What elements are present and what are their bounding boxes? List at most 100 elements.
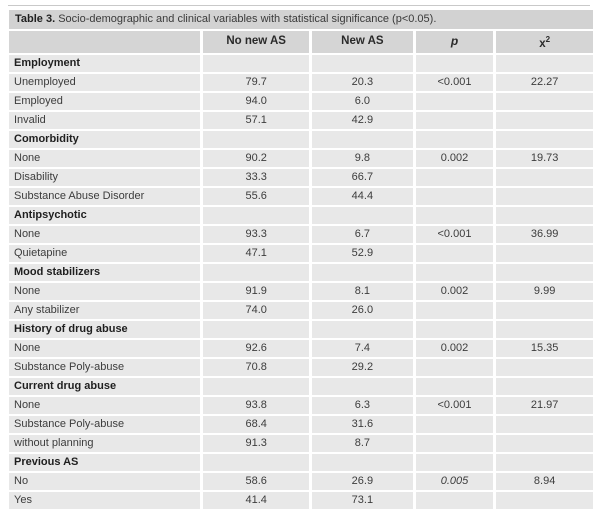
cell-p-value [415,168,494,186]
row-label: Substance Poly-abuse [9,358,201,376]
group-header-empty-cell [312,130,413,148]
cell-new-as: 26.0 [312,301,413,319]
cell-new-as: 44.4 [312,187,413,205]
cell-no-new-as: 68.4 [203,415,310,433]
group-header-empty-cell [415,453,494,471]
group-header-empty-cell [312,206,413,224]
cell-chi-squared: 19.73 [496,149,593,167]
cell-p-value [415,92,494,110]
cell-p-value: <0.001 [415,225,494,243]
cell-chi-squared: 21.97 [496,396,593,414]
group-header-row: Antipsychotic [9,206,593,224]
cell-p-value [415,491,494,509]
cell-no-new-as: 57.1 [203,111,310,129]
cell-chi-squared [496,358,593,376]
cell-chi-squared [496,187,593,205]
cell-chi-squared [496,415,593,433]
table-row: None 93.3 6.7 <0.001 36.99 [9,225,593,243]
cell-chi-squared [496,168,593,186]
group-header-empty-cell [203,320,310,338]
cell-p-value [415,415,494,433]
group-header-empty-cell [496,377,593,395]
table-row: Quietapine 47.1 52.9 [9,244,593,262]
cell-new-as: 8.1 [312,282,413,300]
table-row: None 90.2 9.8 0.002 19.73 [9,149,593,167]
group-header-empty-cell [415,206,494,224]
table-row: None 91.9 8.1 0.002 9.99 [9,282,593,300]
cell-chi-squared [496,301,593,319]
top-rule [8,5,590,6]
cell-new-as: 9.8 [312,149,413,167]
group-header-row: Comorbidity [9,130,593,148]
table-row: Unemployed 79.7 20.3 <0.001 22.27 [9,73,593,91]
row-label: No [9,472,201,490]
row-label: Substance Abuse Disorder [9,187,201,205]
cell-chi-squared: 8.94 [496,472,593,490]
group-header-empty-cell [496,206,593,224]
group-header-empty-cell [415,263,494,281]
row-label: None [9,339,201,357]
table-row: None 93.8 6.3 <0.001 21.97 [9,396,593,414]
cell-p-value [415,187,494,205]
cell-chi-squared: 22.27 [496,73,593,91]
row-label: None [9,282,201,300]
group-header-empty-cell [203,130,310,148]
cell-p-value: <0.001 [415,73,494,91]
row-label: Invalid [9,111,201,129]
group-header-empty-cell [203,263,310,281]
column-header-label [9,31,201,53]
column-header-row: No new AS New AS p x2 [9,31,593,53]
cell-new-as: 6.3 [312,396,413,414]
cell-p-value: 0.005 [415,472,494,490]
cell-no-new-as: 91.9 [203,282,310,300]
column-header-chi-squared: x2 [496,31,593,53]
column-header-p: p [415,31,494,53]
group-header-row: Current drug abuse [9,377,593,395]
cell-no-new-as: 93.8 [203,396,310,414]
group-header-empty-cell [415,54,494,72]
group-header-empty-cell [415,320,494,338]
cell-new-as: 8.7 [312,434,413,452]
cell-new-as: 26.9 [312,472,413,490]
row-label: None [9,396,201,414]
cell-chi-squared [496,111,593,129]
table-title-label: Table 3. [15,13,56,25]
table-row: Yes 41.4 73.1 [9,491,593,509]
cell-chi-squared: 15.35 [496,339,593,357]
row-label: Employed [9,92,201,110]
cell-p-value: <0.001 [415,396,494,414]
table-row: Substance Poly-abuse 70.8 29.2 [9,358,593,376]
group-header-row: History of drug abuse [9,320,593,338]
cell-new-as: 73.1 [312,491,413,509]
group-header-empty-cell [203,54,310,72]
group-header-empty-cell [415,130,494,148]
table-row: None 92.6 7.4 0.002 15.35 [9,339,593,357]
cell-chi-squared [496,434,593,452]
table-row: Substance Poly-abuse 68.4 31.6 [9,415,593,433]
table-row: Disability 33.3 66.7 [9,168,593,186]
table-row: without planning 91.3 8.7 [9,434,593,452]
cell-p-value: 0.002 [415,282,494,300]
row-label: Unemployed [9,73,201,91]
row-label: Quietapine [9,244,201,262]
row-label: Substance Poly-abuse [9,415,201,433]
group-header-label: Current drug abuse [9,377,201,395]
cell-no-new-as: 91.3 [203,434,310,452]
table3-statistical-significance: Table 3. Socio-demographic and clinical … [6,8,596,511]
cell-no-new-as: 74.0 [203,301,310,319]
table-row: Invalid 57.1 42.9 [9,111,593,129]
table-title: Table 3. Socio-demographic and clinical … [9,10,593,29]
group-header-empty-cell [496,130,593,148]
group-header-empty-cell [496,54,593,72]
group-header-row: Employment [9,54,593,72]
cell-no-new-as: 41.4 [203,491,310,509]
group-header-empty-cell [496,320,593,338]
cell-p-value [415,358,494,376]
group-header-empty-cell [312,54,413,72]
cell-p-value [415,111,494,129]
table-title-row: Table 3. Socio-demographic and clinical … [9,10,593,29]
group-header-empty-cell [203,377,310,395]
cell-no-new-as: 47.1 [203,244,310,262]
table-body: Employment Unemployed 79.7 20.3 <0.001 22.27 E… [9,54,593,509]
cell-new-as: 66.7 [312,168,413,186]
